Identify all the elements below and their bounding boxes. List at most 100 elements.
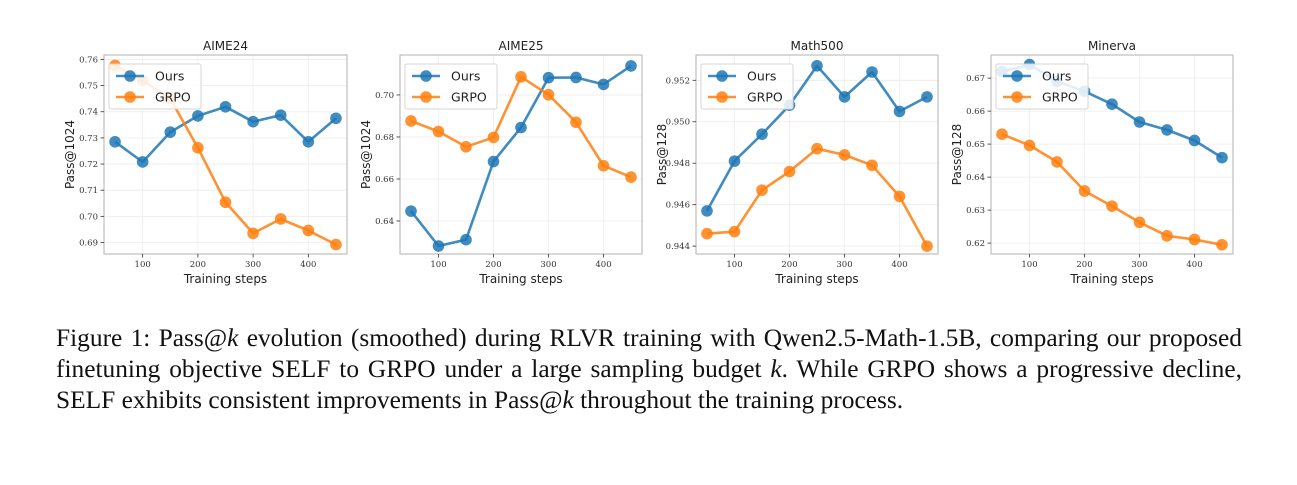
x-tick-label: 300 bbox=[245, 260, 261, 270]
y-tick-label: 0.66 bbox=[375, 175, 394, 185]
legend-label-grpo: GRPO bbox=[155, 90, 191, 105]
data-point-grpo bbox=[728, 225, 741, 238]
x-tick-label: 300 bbox=[540, 260, 556, 270]
y-tick-label: 0.64 bbox=[966, 173, 985, 183]
y-tick-label: 0.74 bbox=[79, 108, 98, 118]
data-point-ours bbox=[247, 115, 259, 128]
y-tick-label: 0.950 bbox=[666, 118, 690, 128]
data-point-ours bbox=[570, 71, 582, 84]
data-point-grpo bbox=[405, 115, 417, 127]
data-point-grpo bbox=[893, 190, 906, 203]
x-tick-label: 400 bbox=[300, 260, 316, 270]
data-point-grpo bbox=[487, 131, 500, 144]
x-tick-label: 200 bbox=[190, 260, 206, 270]
legend-swatch-marker bbox=[124, 70, 136, 82]
x-tick-label: 100 bbox=[430, 260, 446, 270]
chart-panel-minerva: 100 200 300 400 0.62 0.63 0.64 0.65 0.66 0.67 Mine… bbox=[950, 39, 1234, 286]
data-point-ours bbox=[274, 109, 287, 121]
legend-label-ours: Ours bbox=[747, 69, 776, 84]
data-point-grpo bbox=[460, 141, 472, 153]
chart-title: Math500 bbox=[791, 39, 844, 53]
x-tick-label: 100 bbox=[1021, 260, 1037, 270]
data-point-grpo bbox=[625, 171, 637, 183]
data-point-ours bbox=[701, 205, 713, 217]
figure-caption: Figure 1: Pass@k evolution (smoothed) du… bbox=[56, 323, 1242, 416]
legend-label-ours: Ours bbox=[1042, 69, 1071, 84]
legend-swatch-marker bbox=[420, 91, 432, 103]
caption-prefix: Figure 1: Pass@ bbox=[56, 324, 228, 352]
data-point-ours bbox=[432, 240, 445, 252]
y-tick-label: 0.946 bbox=[666, 201, 690, 211]
data-point-grpo bbox=[1023, 139, 1036, 152]
y-tick-label: 0.65 bbox=[966, 140, 985, 150]
data-point-ours bbox=[625, 60, 637, 72]
y-axis-label: Pass@128 bbox=[655, 124, 669, 185]
x-axis-label: Training steps bbox=[774, 272, 858, 286]
data-point-ours bbox=[893, 105, 906, 118]
data-point-ours bbox=[219, 100, 232, 113]
data-point-grpo bbox=[1051, 156, 1063, 168]
data-point-grpo bbox=[1216, 238, 1228, 251]
data-point-grpo bbox=[838, 149, 851, 161]
legend-swatch-marker bbox=[1011, 70, 1023, 82]
x-tick-label: 300 bbox=[836, 260, 852, 270]
chart-panel-aime24: 100 200 300 400 0.69 0.70 0.71 0.72 0.73 0.74 0.75… bbox=[63, 39, 348, 286]
data-point-grpo bbox=[542, 88, 555, 101]
y-tick-label: 0.952 bbox=[666, 76, 690, 86]
data-point-grpo bbox=[274, 213, 287, 225]
data-point-grpo bbox=[1188, 233, 1201, 246]
y-tick-label: 0.76 bbox=[79, 55, 98, 65]
legend-swatch-marker bbox=[124, 91, 136, 103]
data-point-grpo bbox=[921, 240, 933, 252]
chart-title: AIME24 bbox=[203, 39, 248, 53]
axes-frame bbox=[103, 54, 348, 255]
data-point-grpo bbox=[1078, 185, 1091, 197]
legend-swatch-marker bbox=[420, 70, 432, 82]
axes-frame bbox=[990, 54, 1234, 255]
y-tick-label: 0.64 bbox=[375, 217, 394, 227]
axes-frame bbox=[695, 54, 939, 255]
x-axis-label: Training steps bbox=[478, 272, 562, 286]
data-point-grpo bbox=[192, 142, 204, 154]
figure-canvas: 100 200 300 400 0.69 0.70 0.71 0.72 0.73 0.74 0.75… bbox=[63, 39, 1234, 286]
data-point-ours bbox=[838, 91, 851, 103]
legend-label-ours: Ours bbox=[155, 69, 184, 84]
legend-label-grpo: GRPO bbox=[451, 90, 487, 105]
legend: Ours GRPO bbox=[404, 63, 498, 110]
data-point-grpo bbox=[302, 224, 315, 237]
x-tick-label: 400 bbox=[891, 260, 907, 270]
data-point-ours bbox=[515, 121, 527, 134]
chart-title: AIME25 bbox=[499, 39, 544, 53]
data-point-grpo bbox=[515, 71, 527, 83]
legend-swatch-marker bbox=[716, 70, 728, 82]
figure: 100 200 300 400 0.69 0.70 0.71 0.72 0.73 0.74 0.75… bbox=[63, 39, 1234, 286]
chart-panel-math500: 100 200 300 400 0.944 0.946 0.948 0.950 0.952 Mat… bbox=[655, 39, 939, 286]
data-point-grpo bbox=[219, 196, 232, 209]
y-tick-label: 0.69 bbox=[79, 238, 98, 248]
data-point-grpo bbox=[996, 128, 1008, 141]
data-point-ours bbox=[756, 128, 768, 140]
x-tick-label: 200 bbox=[485, 260, 501, 270]
legend-label-grpo: GRPO bbox=[747, 90, 783, 105]
data-point-ours bbox=[136, 156, 149, 168]
chart-title: Minerva bbox=[1088, 39, 1136, 53]
data-point-grpo bbox=[432, 125, 445, 138]
data-point-grpo bbox=[701, 227, 713, 240]
data-point-ours bbox=[597, 78, 610, 91]
data-point-grpo bbox=[247, 227, 259, 240]
data-point-ours bbox=[1133, 116, 1146, 128]
data-point-ours bbox=[330, 112, 342, 125]
data-point-ours bbox=[109, 136, 121, 148]
y-tick-label: 0.67 bbox=[966, 74, 985, 84]
data-point-ours bbox=[405, 205, 417, 217]
data-point-ours bbox=[164, 126, 177, 138]
y-tick-label: 0.71 bbox=[79, 186, 98, 196]
y-tick-label: 0.63 bbox=[966, 206, 985, 216]
y-tick-label: 0.73 bbox=[79, 134, 98, 144]
x-tick-label: 200 bbox=[781, 260, 797, 270]
legend: Ours GRPO bbox=[995, 63, 1089, 110]
data-point-ours bbox=[487, 155, 500, 168]
data-point-ours bbox=[1106, 98, 1118, 110]
y-tick-label: 0.70 bbox=[375, 91, 394, 101]
x-axis-label: Training steps bbox=[1069, 272, 1153, 286]
